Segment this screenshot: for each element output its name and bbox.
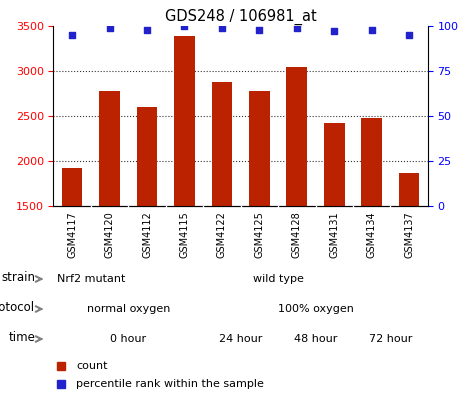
Point bbox=[143, 27, 151, 33]
Point bbox=[218, 25, 226, 31]
Text: GSM4112: GSM4112 bbox=[142, 211, 152, 258]
Bar bbox=[399, 173, 419, 206]
Text: GSM4120: GSM4120 bbox=[105, 211, 115, 258]
Bar bbox=[324, 123, 345, 206]
Bar bbox=[100, 91, 120, 206]
Text: protocol: protocol bbox=[0, 301, 35, 314]
Bar bbox=[286, 67, 307, 206]
Text: percentile rank within the sample: percentile rank within the sample bbox=[76, 379, 264, 389]
Point bbox=[256, 27, 263, 33]
Text: GSM4115: GSM4115 bbox=[179, 211, 190, 258]
Text: 24 hour: 24 hour bbox=[219, 334, 262, 344]
Text: GSM4125: GSM4125 bbox=[254, 211, 265, 259]
Text: GSM4117: GSM4117 bbox=[67, 211, 77, 258]
Bar bbox=[249, 91, 270, 206]
Text: GSM4134: GSM4134 bbox=[366, 212, 377, 258]
Point bbox=[405, 32, 413, 38]
Bar bbox=[137, 107, 157, 206]
Text: GSM4137: GSM4137 bbox=[404, 211, 414, 258]
Bar bbox=[212, 82, 232, 206]
Point bbox=[293, 25, 300, 31]
Text: 0 hour: 0 hour bbox=[110, 334, 146, 344]
Bar bbox=[174, 36, 195, 206]
Text: Nrf2 mutant: Nrf2 mutant bbox=[57, 274, 125, 284]
Text: wild type: wild type bbox=[252, 274, 304, 284]
Point bbox=[368, 27, 375, 33]
Text: GSM4131: GSM4131 bbox=[329, 212, 339, 258]
Point bbox=[68, 32, 76, 38]
Text: GSM4128: GSM4128 bbox=[292, 211, 302, 258]
Bar bbox=[62, 168, 82, 206]
Bar bbox=[361, 118, 382, 206]
Text: 100% oxygen: 100% oxygen bbox=[278, 304, 353, 314]
Point bbox=[106, 25, 113, 31]
Point bbox=[331, 28, 338, 34]
Point bbox=[181, 23, 188, 29]
Text: count: count bbox=[76, 361, 107, 371]
Text: 48 hour: 48 hour bbox=[294, 334, 337, 344]
Text: time: time bbox=[8, 331, 35, 344]
Text: strain: strain bbox=[1, 271, 35, 284]
Text: normal oxygen: normal oxygen bbox=[86, 304, 170, 314]
Text: 72 hour: 72 hour bbox=[369, 334, 412, 344]
Title: GDS248 / 106981_at: GDS248 / 106981_at bbox=[165, 8, 317, 25]
Text: GSM4122: GSM4122 bbox=[217, 211, 227, 259]
